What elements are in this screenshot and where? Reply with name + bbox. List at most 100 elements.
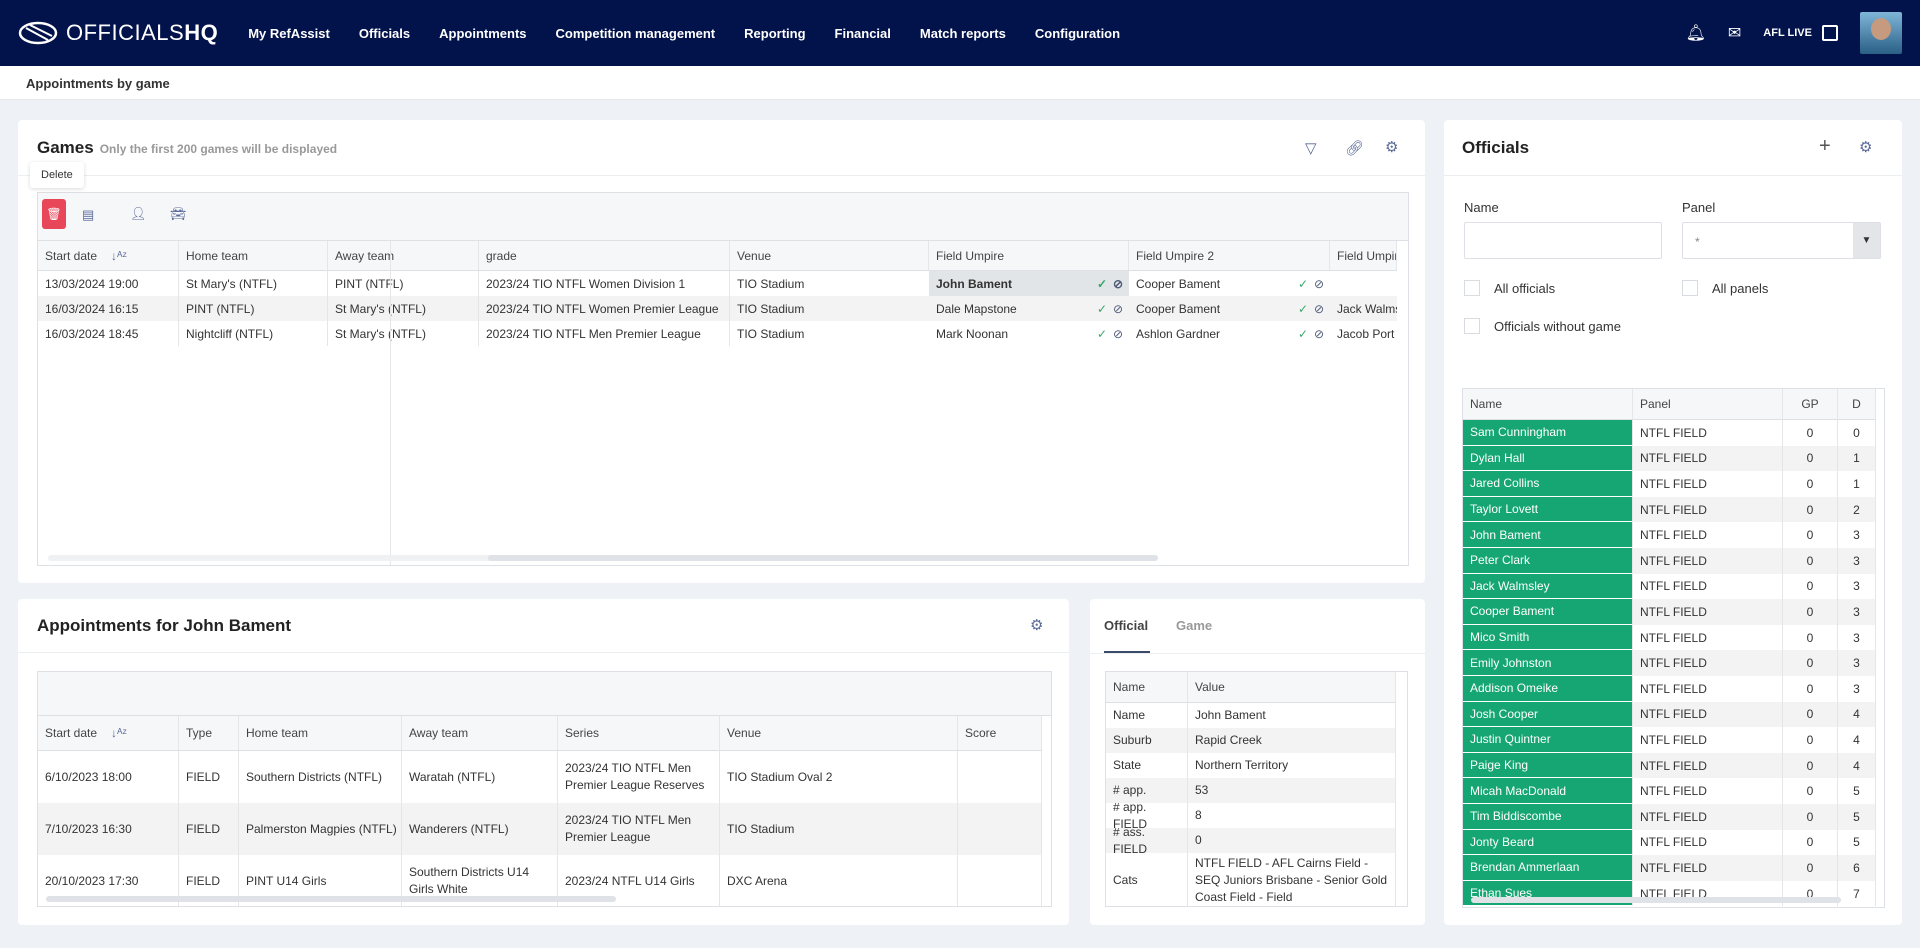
horizontal-scrollbar[interactable] (46, 896, 616, 902)
table-cell[interactable]: 0 (1783, 701, 1838, 728)
table-cell[interactable]: 3 (1838, 676, 1876, 702)
table-cell[interactable]: TIO Stadium (737, 326, 805, 341)
table-cell[interactable]: 6 (1838, 855, 1876, 881)
all-panels-checkbox[interactable] (1682, 280, 1698, 296)
gear-icon[interactable]: ⚙ (1030, 617, 1044, 634)
bell-icon[interactable]: 🔔︎ (1685, 25, 1706, 42)
table-cell[interactable]: TIO Stadium (737, 276, 805, 291)
column-header[interactable]: GP (1783, 389, 1838, 420)
table-cell[interactable]: NTFL FIELD (1633, 599, 1783, 625)
table-cell[interactable]: 0 (1783, 573, 1838, 600)
table-cell[interactable]: 2023/24 TIO NTFL Men Premier League (479, 321, 730, 346)
column-header[interactable]: Home team (239, 716, 402, 751)
table-cell[interactable]: Nightcliff (NTFL) (179, 321, 328, 346)
table-cell[interactable]: TIO Stadium (720, 803, 958, 855)
official-name[interactable]: John Bament (1463, 522, 1633, 548)
table-cell[interactable]: FIELD (179, 855, 239, 906)
table-cell[interactable] (958, 751, 1042, 803)
table-cell[interactable]: 16/03/2024 16:15 (38, 296, 179, 321)
menu-financial[interactable]: Financial (834, 25, 891, 41)
table-cell[interactable]: 2023/24 TIO NTFL Men Premier League (558, 803, 720, 855)
table-cell[interactable]: 13/03/2024 19:00 (38, 271, 179, 296)
table-cell[interactable]: Cooper Bament ✓ ⊘ (1129, 296, 1330, 321)
menu-competition-management[interactable]: Competition management (555, 25, 716, 41)
column-header[interactable]: D (1838, 389, 1876, 420)
table-cell[interactable]: 6/10/2023 18:00 (38, 751, 179, 803)
panel-select[interactable]: * ▼ (1682, 222, 1881, 259)
table-cell[interactable]: 16/03/2024 18:45 (38, 321, 179, 346)
official-name[interactable]: Paige King (1463, 752, 1633, 779)
table-cell[interactable]: 0 (1783, 522, 1838, 548)
official-name[interactable]: Mico Smith (1463, 624, 1633, 651)
avatar[interactable] (1860, 12, 1902, 54)
table-cell[interactable]: NTFL FIELD (1633, 727, 1783, 753)
table-cell[interactable]: 0 (1783, 471, 1838, 497)
table-cell[interactable]: FIELD (179, 803, 239, 855)
table-cell[interactable]: Southern Districts (NTFL) (239, 751, 402, 803)
table-cell[interactable]: NTFL FIELD (1633, 752, 1783, 779)
name-input[interactable] (1464, 222, 1662, 259)
table-cell[interactable]: 2 (1838, 496, 1876, 523)
table-cell[interactable]: 0 (1783, 650, 1838, 676)
table-cell[interactable]: NTFL FIELD (1633, 471, 1783, 497)
table-cell[interactable]: 5 (1838, 778, 1876, 804)
official-name[interactable]: Jared Collins (1463, 471, 1633, 497)
official-name[interactable]: Jonty Beard (1463, 829, 1633, 856)
add-official-icon[interactable]: + (1819, 135, 1831, 157)
table-cell[interactable]: 7 (1838, 880, 1876, 907)
link-icon[interactable]: ⊘ (1313, 276, 1324, 291)
table-cell[interactable]: 4 (1838, 727, 1876, 753)
table-cell[interactable]: 0 (1783, 778, 1838, 804)
table-cell[interactable]: 0 (1783, 880, 1838, 907)
table-cell[interactable]: NTFL FIELD (1633, 650, 1783, 676)
gear-icon[interactable]: ⚙ (1859, 139, 1873, 156)
column-header[interactable]: Type (179, 716, 239, 751)
user-settings-icon[interactable]: 👤︎ (130, 206, 147, 221)
table-cell[interactable]: 3 (1838, 573, 1876, 600)
sort-icon[interactable]: ↓ᴬᶻ (111, 726, 127, 740)
table-cell[interactable]: Jack Walms (1330, 296, 1397, 321)
table-cell[interactable]: 0 (1783, 445, 1838, 472)
column-header[interactable]: Start date ↓ᴬᶻ (38, 716, 179, 751)
table-cell[interactable]: Dale Mapstone ✓ ⊘ (929, 296, 1129, 321)
column-header[interactable]: Field Umpire (929, 241, 1129, 271)
official-name[interactable]: Dylan Hall (1463, 445, 1633, 472)
menu-reporting[interactable]: Reporting (744, 25, 806, 41)
menu-officials[interactable]: Officials (358, 25, 411, 41)
table-cell[interactable]: PINT (NTFL) (179, 296, 328, 321)
table-cell[interactable]: St Mary's (NTFL) (328, 321, 479, 346)
table-cell[interactable]: 4 (1838, 701, 1876, 728)
car-icon[interactable]: 🚘︎ (170, 206, 187, 221)
official-name[interactable]: Justin Quintner (1463, 727, 1633, 753)
table-cell[interactable]: NTFL FIELD (1633, 829, 1783, 856)
link-icon[interactable]: ⊘ (1112, 301, 1123, 316)
table-cell[interactable]: PINT U14 Girls (239, 855, 402, 906)
table-cell[interactable]: 0 (1783, 804, 1838, 830)
link-icon[interactable]: ⊘ (1112, 276, 1123, 291)
official-name[interactable]: Jack Walmsley (1463, 573, 1633, 600)
link-icon[interactable]: ⊘ (1112, 326, 1123, 341)
table-cell[interactable]: 0 (1783, 855, 1838, 881)
table-cell[interactable]: 2023/24 TIO NTFL Men Premier League Rese… (558, 751, 720, 803)
table-cell[interactable]: 1 (1838, 445, 1876, 472)
table-cell[interactable]: NTFL FIELD (1633, 624, 1783, 651)
official-name[interactable]: Tim Biddiscombe (1463, 804, 1633, 830)
table-cell[interactable]: St Mary's (NTFL) (179, 271, 328, 296)
table-cell[interactable]: 4 (1838, 752, 1876, 779)
all-officials-checkbox[interactable] (1464, 280, 1480, 296)
table-cell[interactable]: 2023/24 NTFL U14 Girls (558, 855, 720, 906)
table-cell[interactable]: NTFL FIELD (1633, 855, 1783, 881)
table-cell[interactable]: TIO Stadium (730, 296, 929, 321)
official-name[interactable]: Cooper Bament (1463, 599, 1633, 625)
table-cell[interactable]: 0 (1783, 727, 1838, 753)
column-header[interactable]: Field Umpire 2 (1129, 241, 1330, 271)
table-cell[interactable]: Wanderers (NTFL) (402, 803, 558, 855)
table-cell[interactable]: TIO Stadium Oval 2 (720, 751, 958, 803)
tab-official[interactable]: Official (1104, 618, 1149, 633)
official-name[interactable]: Emily Johnston (1463, 650, 1633, 676)
official-name[interactable]: Josh Cooper (1463, 701, 1633, 728)
table-cell[interactable]: NTFL FIELD (1633, 778, 1783, 804)
table-cell[interactable]: 5 (1838, 804, 1876, 830)
message-icon[interactable]: ✉ (1727, 25, 1742, 42)
table-cell[interactable]: Ashlon Gardner ✓ ⊘ (1129, 321, 1330, 346)
